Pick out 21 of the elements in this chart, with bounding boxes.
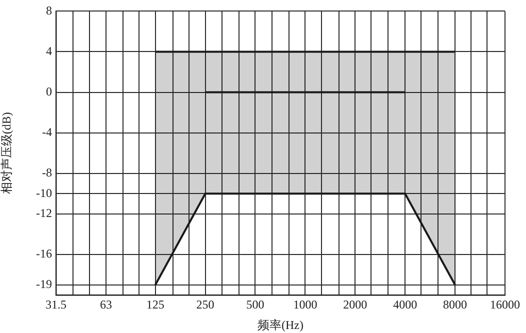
x-tick-label: 8000 [443, 297, 468, 312]
x-tick-label: 125 [146, 297, 164, 312]
x-tick-label: 2000 [343, 297, 368, 312]
y-tick-label: -10 [36, 186, 52, 200]
y-tick-label: 4 [46, 44, 52, 58]
y-tick-label: 0 [46, 84, 52, 98]
x-axis-title: 频率(Hz) [258, 318, 304, 332]
y-tick-label: -19 [36, 277, 52, 292]
y-tick-label: -12 [36, 206, 52, 220]
x-tick-label: 500 [246, 297, 264, 312]
x-tick-label: 31.5 [46, 297, 66, 312]
y-tick-label: -4 [42, 124, 52, 139]
x-tick-label: 1000 [293, 297, 318, 312]
y-tick-label: 8 [46, 3, 52, 18]
x-tick-label: 250 [196, 297, 214, 312]
y-tick-label: -16 [36, 246, 52, 261]
y-tick-label: -8 [42, 166, 52, 180]
y-axis-title: 相对声压级(dB) [0, 112, 14, 194]
x-tick-label: 16000 [490, 297, 520, 312]
x-tick-label: 4000 [393, 297, 418, 312]
x-tick-label: 63 [100, 297, 112, 312]
